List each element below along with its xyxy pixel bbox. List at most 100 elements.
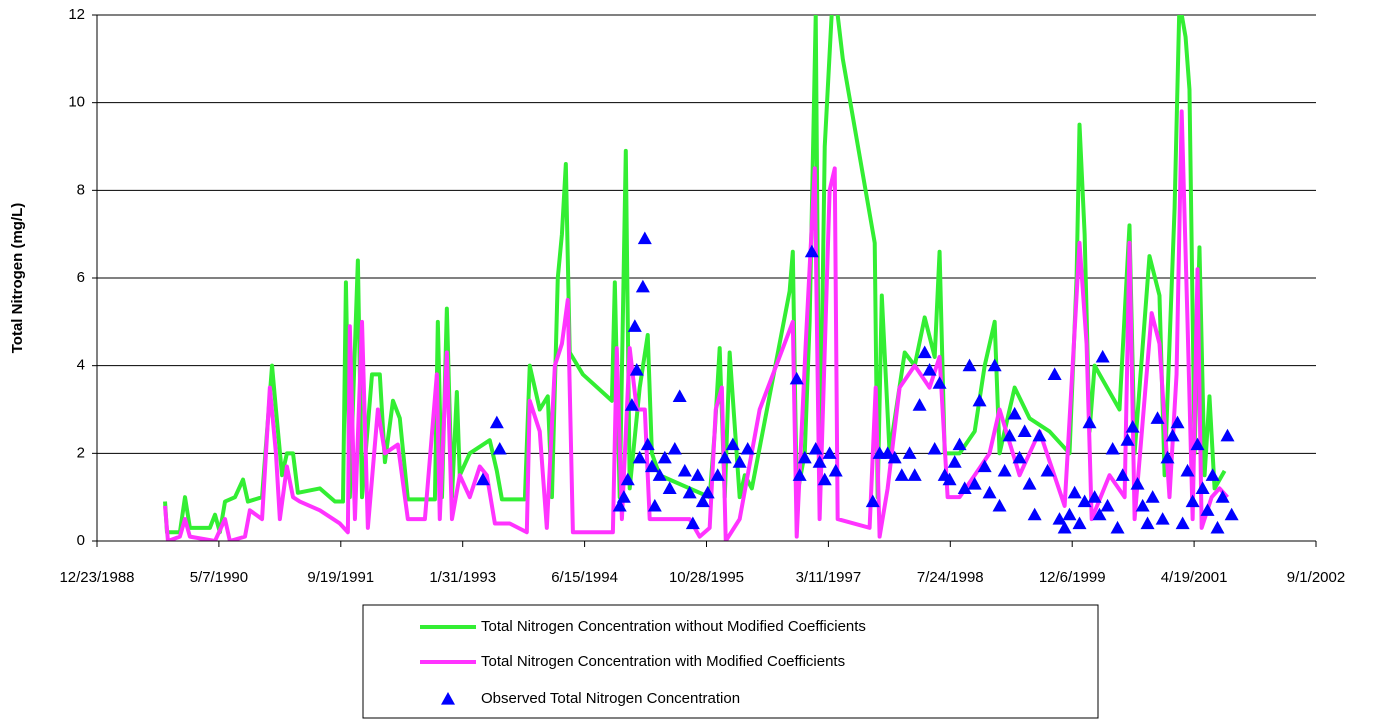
y-tick-label: 2 bbox=[77, 444, 85, 461]
observed-marker bbox=[952, 437, 967, 451]
observed-marker bbox=[822, 446, 837, 459]
legend-label: Total Nitrogen Concentration with Modifi… bbox=[481, 653, 845, 670]
observed-marker bbox=[1210, 520, 1225, 534]
observed-marker bbox=[912, 398, 927, 411]
y-tick-label: 10 bbox=[68, 94, 85, 111]
observed-marker bbox=[922, 363, 937, 376]
observed-marker bbox=[962, 358, 977, 372]
observed-marker bbox=[732, 455, 747, 468]
observed-marker bbox=[817, 472, 832, 486]
observed-marker bbox=[880, 446, 895, 459]
observed-marker bbox=[894, 468, 909, 481]
observed-marker bbox=[992, 498, 1007, 512]
observed-marker bbox=[902, 446, 917, 459]
observed-marker bbox=[647, 498, 662, 512]
observed-marker bbox=[1195, 481, 1210, 494]
observed-marker bbox=[1040, 463, 1055, 477]
x-tick-label: 3/11/1997 bbox=[796, 569, 862, 586]
observed-marker bbox=[997, 463, 1012, 477]
observed-marker bbox=[1092, 507, 1107, 521]
observed-marker bbox=[1110, 520, 1125, 534]
observed-marker bbox=[1012, 450, 1027, 464]
y-tick-label: 8 bbox=[77, 181, 85, 198]
axes: 0 2 4 6 8 10 12 12/23/1988 5/7/1990 9/19/1991 1/31… bbox=[59, 6, 1345, 586]
x-tick-label: 4/19/2001 bbox=[1161, 569, 1228, 586]
observed-marker bbox=[1047, 367, 1062, 381]
observed-marker bbox=[1057, 520, 1072, 534]
y-tick-label: 6 bbox=[77, 269, 85, 286]
observed-marker bbox=[808, 441, 823, 455]
grid bbox=[97, 14, 1316, 542]
observed-marker bbox=[927, 441, 942, 455]
observed-marker bbox=[700, 485, 715, 499]
observed-marker bbox=[987, 358, 1002, 372]
observed-marker bbox=[1115, 468, 1130, 481]
observed-marker bbox=[616, 490, 631, 503]
observed-marker bbox=[1100, 498, 1115, 512]
legend: Total Nitrogen Concentration without Mod… bbox=[420, 618, 866, 707]
observed-marker bbox=[620, 472, 635, 486]
observed-marker bbox=[1017, 424, 1032, 438]
observed-marker bbox=[1190, 437, 1205, 451]
observed-marker bbox=[797, 450, 812, 464]
observed-marker bbox=[982, 485, 997, 499]
observed-marker bbox=[1087, 490, 1102, 503]
observed-marker bbox=[637, 231, 652, 245]
observed-marker bbox=[652, 468, 667, 481]
observed-marker bbox=[1130, 477, 1145, 490]
observed-marker bbox=[1150, 411, 1165, 424]
observed-marker bbox=[644, 459, 659, 473]
observed-marker bbox=[1215, 490, 1230, 503]
legend-label: Total Nitrogen Concentration without Mod… bbox=[481, 618, 866, 635]
observed-marker bbox=[967, 477, 982, 490]
observed-marker bbox=[662, 481, 677, 494]
observed-marker bbox=[1027, 507, 1042, 521]
observed-marker bbox=[1022, 477, 1037, 490]
observed-marker bbox=[1052, 512, 1067, 525]
observed-marker bbox=[957, 481, 972, 494]
observed-marker bbox=[672, 389, 687, 402]
legend-box bbox=[362, 604, 1099, 719]
observed-marker bbox=[489, 415, 504, 429]
observed-marker bbox=[612, 498, 627, 512]
series-line bbox=[163, 15, 1227, 535]
observed-marker bbox=[635, 279, 650, 293]
y-tick-label: 12 bbox=[68, 6, 85, 23]
observed-marker bbox=[812, 455, 827, 468]
observed-marker bbox=[1224, 507, 1239, 521]
observed-marker bbox=[717, 450, 732, 464]
observed-marker bbox=[1125, 420, 1140, 433]
x-tick-label: 1/31/1993 bbox=[429, 569, 496, 586]
observed-marker bbox=[695, 494, 710, 508]
observed-marker bbox=[1082, 415, 1097, 429]
observed-marker bbox=[972, 393, 987, 407]
observed-marker bbox=[947, 455, 962, 468]
observed-marker bbox=[1200, 503, 1215, 516]
observed-marker bbox=[804, 244, 819, 258]
observed-marker bbox=[690, 468, 705, 481]
observed-marker bbox=[1072, 516, 1087, 530]
observed-marker bbox=[1002, 428, 1017, 442]
observed-marker bbox=[725, 437, 740, 451]
observed-marker bbox=[685, 516, 700, 530]
observed-marker bbox=[710, 468, 725, 481]
observed-marker bbox=[475, 472, 490, 486]
observed-marker bbox=[792, 468, 807, 481]
observed-marker bbox=[740, 441, 755, 455]
observed-marker bbox=[640, 437, 655, 451]
x-tick-label: 7/24/1998 bbox=[917, 569, 984, 586]
legend-marker bbox=[441, 692, 455, 705]
observed-marker bbox=[627, 319, 642, 332]
observed-marker bbox=[1077, 494, 1092, 508]
observed-marker bbox=[1205, 468, 1220, 481]
observed-marker bbox=[492, 441, 507, 455]
observed-marker bbox=[1140, 516, 1155, 530]
observed-marker bbox=[629, 363, 644, 376]
observed-marker bbox=[667, 441, 682, 455]
x-tick-label: 9/1/2002 bbox=[1287, 569, 1345, 586]
y-axis-title: Total Nitrogen (mg/L) bbox=[9, 203, 26, 354]
y-tick-label: 4 bbox=[77, 357, 85, 374]
x-tick-label: 6/15/1994 bbox=[551, 569, 618, 586]
observed-marker bbox=[1135, 498, 1150, 512]
observed-marker bbox=[1170, 415, 1185, 429]
